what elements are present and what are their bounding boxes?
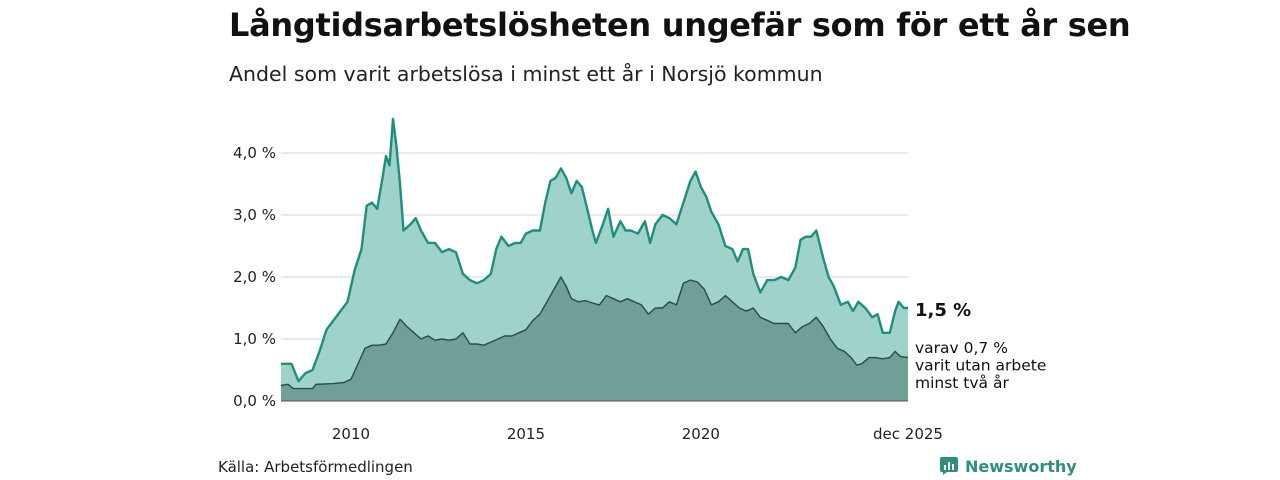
newsworthy-icon bbox=[940, 457, 958, 475]
x-tick-label: dec 2025 bbox=[873, 425, 943, 443]
chart-subtitle: Andel som varit arbetslösa i minst ett å… bbox=[229, 62, 823, 86]
x-tick-label: 2015 bbox=[507, 425, 545, 443]
y-tick-label: 1,0 % bbox=[233, 330, 276, 348]
x-tick-label: 2020 bbox=[682, 425, 720, 443]
chart-title: Långtidsarbetslösheten ungefär som för e… bbox=[229, 6, 1131, 44]
y-tick-label: 3,0 % bbox=[233, 206, 276, 224]
brand-name: Newsworthy bbox=[965, 456, 1077, 476]
x-tick-label: 2010 bbox=[332, 425, 370, 443]
series-area-2 bbox=[281, 277, 908, 401]
end-label-two-years: varit utan arbete bbox=[915, 357, 1046, 375]
y-tick-label: 0,0 % bbox=[233, 392, 276, 410]
series-areas bbox=[280, 117, 909, 402]
y-tick-label: 4,0 % bbox=[233, 144, 276, 162]
source-note: Källa: Arbetsförmedlingen bbox=[218, 458, 413, 476]
y-axis: 0,0 % 1,0 % 2,0 % 3,0 % 4,0 % bbox=[233, 144, 276, 410]
end-label-total: 1,5 % bbox=[915, 300, 971, 321]
series-line-2 bbox=[280, 276, 909, 390]
end-label-two-years: varav 0,7 % bbox=[915, 339, 1008, 357]
brand-logo[interactable]: Newsworthy bbox=[939, 456, 1077, 476]
series-line-1 bbox=[281, 117, 908, 383]
x-axis: 2010 2015 2020 dec 2025 bbox=[332, 425, 943, 443]
end-label-two-years: minst två år bbox=[915, 374, 1009, 392]
y-tick-label: 2,0 % bbox=[233, 268, 276, 286]
